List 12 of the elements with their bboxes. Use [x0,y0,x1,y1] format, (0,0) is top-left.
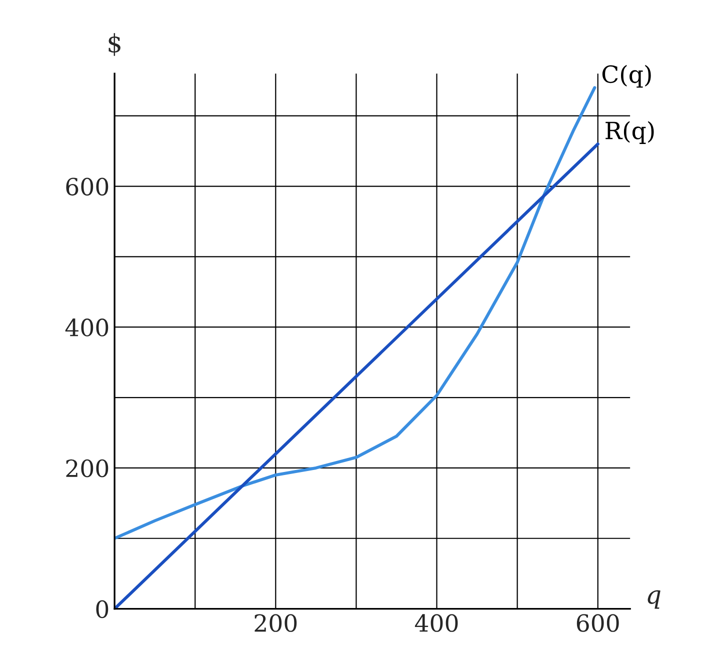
line-series [114,86,596,540]
y-tick-label: 200 [66,459,108,478]
x-tick-label: 600 [576,614,619,632]
x-axis-title: q [648,590,660,609]
y-tick-label: 0 [96,600,108,618]
y-tick-label: 600 [66,178,108,196]
x-tick-label: 200 [254,614,297,632]
x-tick-label: 400 [414,614,458,632]
y-axis-title: $ [108,33,120,56]
y-tick-label: 400 [65,318,108,336]
series-label: R(q) [606,121,654,144]
series-label: C(q) [602,64,651,88]
